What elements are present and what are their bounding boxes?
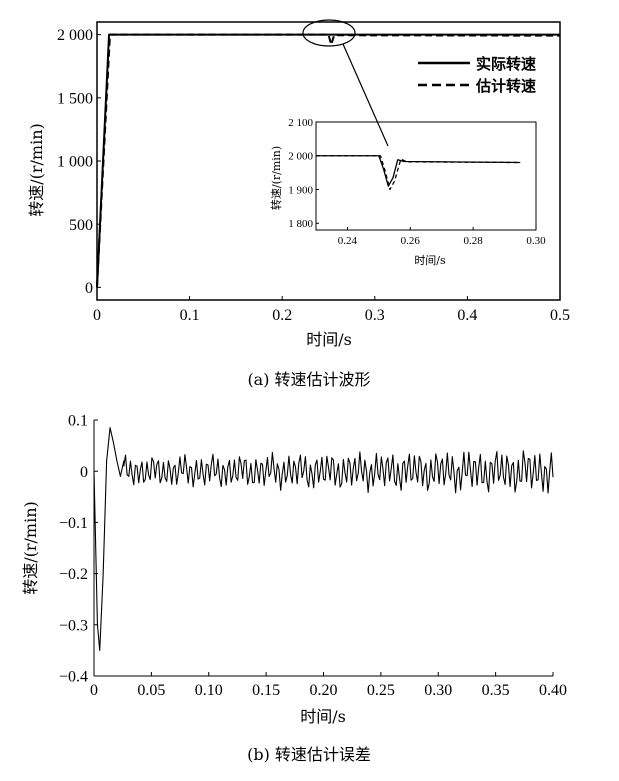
y-tick-label: 2 000: [57, 27, 93, 44]
y-tick-label: 1 800: [288, 218, 313, 230]
chart-b: 0.10−0.1−0.2−0.3−0.4 0 0.05 0.10 0.15 0.20 0.…: [21, 413, 567, 764]
series-line-solid: [93, 427, 554, 651]
chart-b-caption: (b) 转速估计误差: [247, 745, 371, 764]
x-tick-label: 0.2: [272, 307, 292, 324]
x-tick-label: 0: [93, 307, 101, 324]
x-tick-label: 0.26: [401, 235, 421, 247]
x-tick-label: 0.1: [180, 307, 200, 324]
x-tick-label: 0: [90, 682, 98, 699]
x-tick-label: 0.3: [365, 307, 385, 324]
inset-x-axis-label: 时间/s: [414, 254, 446, 267]
y-tick-label: −0.4: [59, 669, 88, 686]
x-tick-label: 0.35: [482, 682, 510, 699]
zoom-ellipse: [302, 19, 356, 47]
chart-a-series: [96, 33, 561, 288]
inset-y-axis-label: 转速/(r/min): [269, 146, 283, 210]
y-tick-label: 2 000: [288, 151, 313, 163]
x-tick-label: 0.30: [424, 682, 452, 699]
chart-b-x-axis-label: 时间/s: [300, 707, 346, 726]
x-tick-label: 0.20: [310, 682, 338, 699]
y-tick-label: −0.2: [59, 566, 88, 583]
chart-a-y-ticks: 0 500 1 000 1 500 2 000: [57, 27, 101, 297]
y-tick-label: 500: [69, 217, 93, 234]
chart-a-x-axis-label: 时间/s: [306, 330, 352, 349]
x-tick-label: 0.40: [539, 682, 567, 699]
y-tick-label: 1 000: [57, 154, 93, 171]
x-tick-label: 0.10: [195, 682, 223, 699]
x-tick-label: 0.15: [252, 682, 280, 699]
legend-label-estimated: 估计转速: [475, 77, 536, 95]
chart-a: 0 500 1 000 1 500 2 000 0 0.1 0.2 0.3 0.4 0.5 实际转…: [27, 19, 570, 389]
chart-b-y-axis-label: 转速/(r/min): [21, 501, 40, 595]
x-tick-label: 0.25: [367, 682, 395, 699]
y-tick-label: 1 900: [288, 184, 313, 196]
chart-a-caption: (a) 转速估计波形: [247, 370, 370, 389]
chart-b-series: [93, 427, 554, 651]
zoom-leader-line: [342, 43, 389, 147]
series-line-solid: [316, 155, 521, 187]
inset-y-ticks: 1 800 1 900 2 000 2 100: [288, 117, 319, 230]
y-tick-label: 2 100: [288, 117, 313, 129]
inset-frame: [315, 121, 537, 231]
x-tick-label: 0.28: [464, 235, 484, 247]
y-tick-label: −0.1: [59, 515, 88, 532]
y-tick-label: −0.3: [59, 617, 88, 634]
x-tick-label: 0.4: [457, 307, 477, 324]
legend-label-actual: 实际转速: [476, 55, 536, 73]
y-tick-label: 1 500: [57, 90, 93, 107]
series-line-dashed: [96, 33, 561, 288]
series-line-dashed: [316, 155, 521, 191]
y-tick-label: 0: [85, 280, 93, 297]
x-tick-label: 0.24: [338, 235, 358, 247]
chart-b-x-ticks: 0 0.05 0.10 0.15 0.20 0.25 0.30 0.35 0.40: [90, 672, 567, 699]
x-tick-label: 0.05: [137, 682, 165, 699]
chart-a-x-ticks: 0 0.1 0.2 0.3 0.4 0.5: [93, 296, 570, 324]
inset-x-ticks: 0.24 0.26 0.28 0.30: [338, 227, 546, 247]
inset-series: [316, 155, 521, 191]
x-tick-label: 0.5: [550, 307, 570, 324]
y-tick-label: 0.1: [68, 413, 88, 430]
y-tick-label: 0: [80, 464, 88, 481]
chart-a-legend: 实际转速 估计转速: [418, 55, 536, 95]
chart-b-y-ticks: 0.1 0 −0.1 −0.2 −0.3 −0.4: [59, 413, 98, 686]
chart-a-y-axis-label: 转速/(r/min): [27, 123, 46, 217]
chart-a-inset: 1 800 1 900 2 000 2 100 0.24 0.26 0.28 0.30 转速…: [269, 117, 546, 267]
x-tick-label: 0.30: [526, 235, 546, 247]
